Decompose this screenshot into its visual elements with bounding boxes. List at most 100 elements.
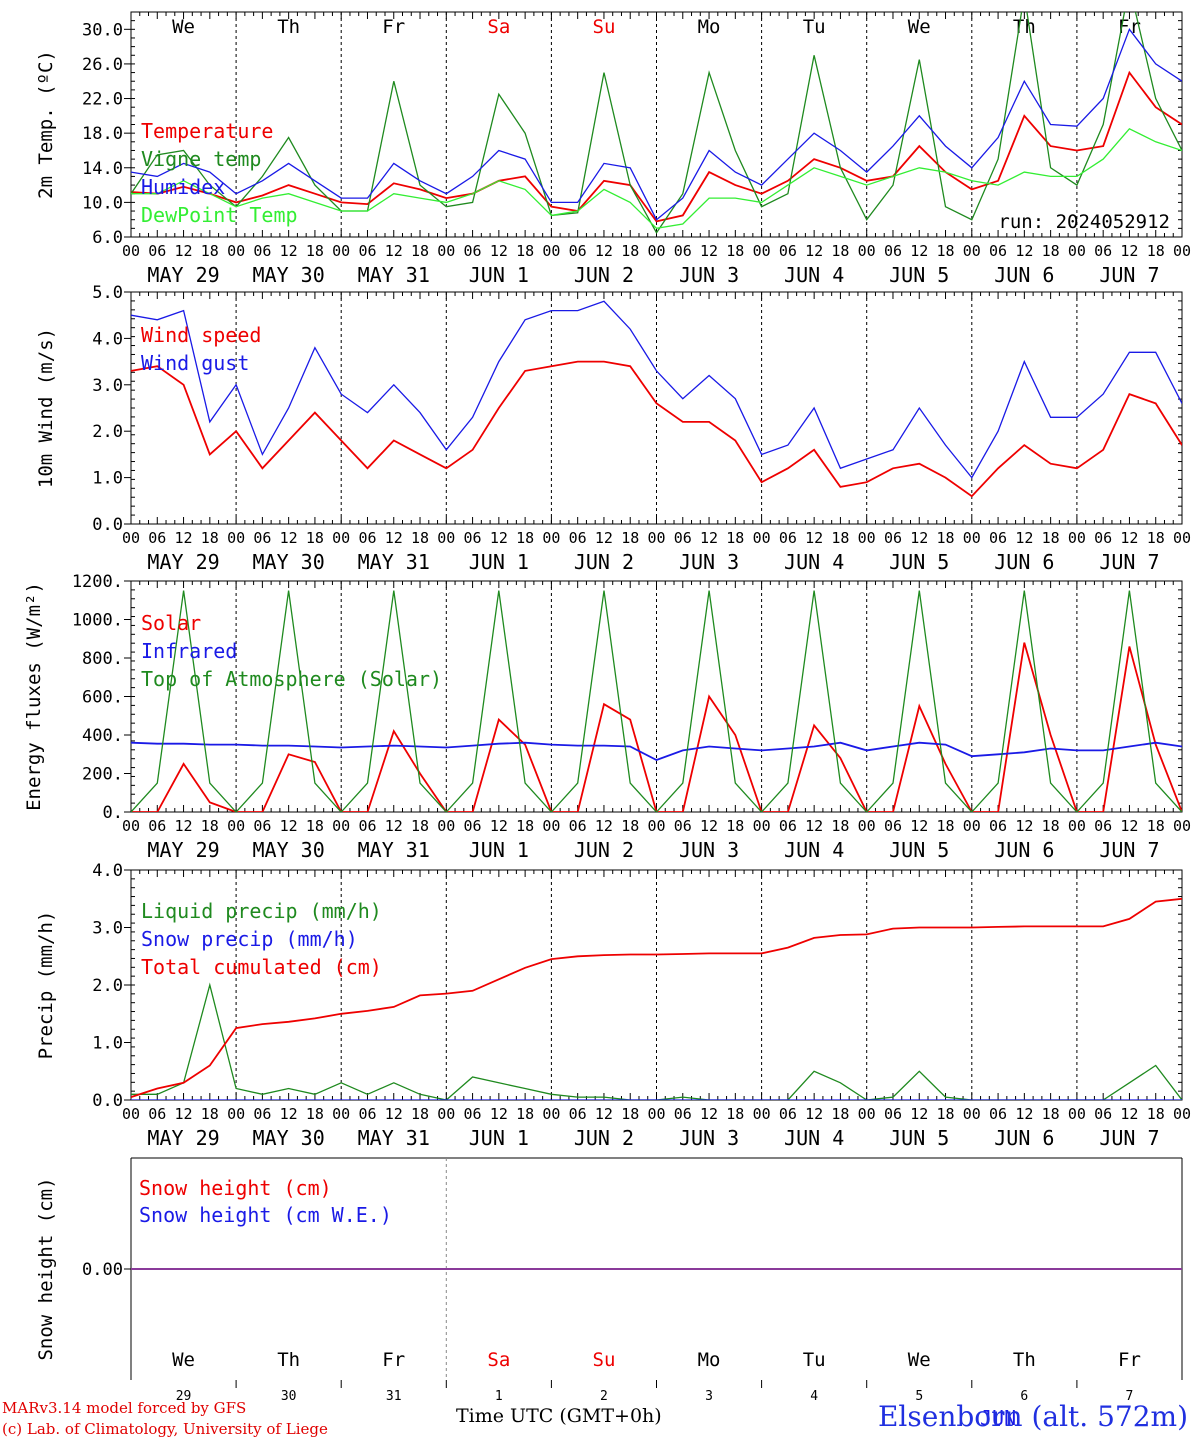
hour-tick-label: 00 bbox=[963, 529, 981, 547]
series-dewpoint-temp bbox=[131, 127, 1182, 229]
y-tick-label: 1.0 bbox=[92, 469, 123, 489]
hour-tick-label: 06 bbox=[464, 817, 482, 835]
y-tick-label: 1200. bbox=[72, 572, 123, 592]
hour-tick-label: 00 bbox=[122, 242, 140, 260]
weekday-label: Th bbox=[1013, 1349, 1036, 1371]
series-humidex bbox=[131, 27, 1182, 221]
y-tick-label: 1000. bbox=[72, 611, 123, 631]
hour-tick-label: 18 bbox=[1042, 529, 1060, 547]
weekday-label: Th bbox=[277, 1349, 300, 1371]
weekday-label: We bbox=[908, 16, 931, 38]
hour-tick-label: 12 bbox=[1015, 242, 1033, 260]
hour-tick-label: 06 bbox=[569, 817, 587, 835]
hour-tick-label: 18 bbox=[411, 242, 429, 260]
hour-tick-label: 12 bbox=[805, 529, 823, 547]
hour-tick-label: 12 bbox=[385, 1105, 403, 1123]
hour-tick-label: 18 bbox=[831, 242, 849, 260]
model-credit: MARv3.14 model forced by GFS bbox=[2, 1399, 247, 1417]
weekday-label: Fr bbox=[382, 16, 405, 38]
hour-tick-label: 06 bbox=[1094, 242, 1112, 260]
weekday-label: Su bbox=[593, 16, 616, 38]
legend-liquid-precip-mm-h-: Liquid precip (mm/h) bbox=[141, 899, 382, 923]
date-label: MAY 30 bbox=[253, 1126, 325, 1150]
date-label: JUN 1 bbox=[469, 1126, 529, 1150]
hour-tick-label: 00 bbox=[332, 242, 350, 260]
hour-tick-label: 06 bbox=[253, 242, 271, 260]
hour-tick-label: 00 bbox=[542, 1105, 560, 1123]
day-number-label: 5 bbox=[915, 1389, 923, 1404]
date-label: JUN 3 bbox=[679, 263, 739, 287]
hour-tick-label: 06 bbox=[358, 817, 376, 835]
date-label: JUN 3 bbox=[679, 550, 739, 574]
weekday-label: Tu bbox=[803, 16, 826, 38]
legend-top-of-atmosphere-solar-: Top of Atmosphere (Solar) bbox=[141, 667, 442, 691]
y-tick-label: 200. bbox=[82, 765, 123, 785]
y-tick-label: 0.0 bbox=[92, 515, 123, 535]
hour-tick-label: 06 bbox=[148, 242, 166, 260]
legend-snow-height-cm-: Snow height (cm) bbox=[139, 1176, 332, 1200]
hour-tick-label: 18 bbox=[831, 1105, 849, 1123]
hour-tick-label: 06 bbox=[1094, 1105, 1112, 1123]
hour-tick-label: 12 bbox=[595, 529, 613, 547]
date-label: JUN 2 bbox=[574, 1126, 634, 1150]
hour-tick-label: 18 bbox=[936, 529, 954, 547]
date-label: MAY 31 bbox=[358, 550, 430, 574]
hour-tick-label: 18 bbox=[201, 817, 219, 835]
date-label: JUN 5 bbox=[889, 550, 949, 574]
hour-tick-label: 06 bbox=[358, 1105, 376, 1123]
weekday-label: We bbox=[908, 1349, 931, 1371]
hour-tick-label: 06 bbox=[884, 1105, 902, 1123]
series-vigne-temp bbox=[131, 12, 1182, 234]
series-infrared bbox=[131, 741, 1182, 761]
weekday-label: Sa bbox=[487, 16, 510, 38]
hour-tick-label: 18 bbox=[201, 529, 219, 547]
hour-tick-label: 00 bbox=[963, 1105, 981, 1123]
hour-tick-label: 06 bbox=[253, 817, 271, 835]
hour-tick-label: 18 bbox=[201, 1105, 219, 1123]
hour-tick-label: 12 bbox=[385, 242, 403, 260]
lab-credit: (c) Lab. of Climatology, University of L… bbox=[2, 1420, 328, 1438]
hour-tick-label: 12 bbox=[490, 242, 508, 260]
hour-tick-label: 12 bbox=[175, 817, 193, 835]
overlap-label: JUN bbox=[980, 1406, 1016, 1430]
hour-tick-label: 00 bbox=[858, 1105, 876, 1123]
date-label: MAY 29 bbox=[147, 263, 219, 287]
y-tick-label: 0.0 bbox=[92, 1091, 123, 1111]
hour-tick-label: 06 bbox=[1094, 817, 1112, 835]
panel-4: 0.0 1.0 2.0 3.0 4.0 Precip (mm/h) 00 06 12 18 00 06… bbox=[35, 861, 1191, 1150]
legend-temperature: Temperature bbox=[141, 119, 273, 143]
series-solar bbox=[131, 642, 1182, 812]
date-label: JUN 5 bbox=[889, 838, 949, 862]
y-tick-label: 6.0 bbox=[92, 228, 123, 248]
panel-3: 0. 200. 400. 600. 800. 1000. 1200. Energy fluxe… bbox=[23, 572, 1191, 862]
hour-tick-label: 00 bbox=[1173, 242, 1191, 260]
hour-tick-label: 06 bbox=[358, 529, 376, 547]
legend-vigne-temp: Vigne temp bbox=[141, 147, 261, 171]
day-number-label: 31 bbox=[386, 1389, 402, 1404]
date-label: MAY 31 bbox=[358, 263, 430, 287]
hour-tick-label: 12 bbox=[595, 242, 613, 260]
hour-tick-label: 18 bbox=[306, 242, 324, 260]
hour-tick-label: 00 bbox=[227, 529, 245, 547]
hour-tick-label: 06 bbox=[464, 242, 482, 260]
hour-tick-label: 18 bbox=[1042, 1105, 1060, 1123]
hour-tick-label: 18 bbox=[726, 817, 744, 835]
panel-2: 0.0 1.0 2.0 3.0 4.0 5.0 10m Wind (m/s) 00 06 12 18… bbox=[35, 283, 1191, 574]
hour-tick-label: 06 bbox=[1094, 529, 1112, 547]
y-tick-label: 400. bbox=[82, 726, 123, 746]
hour-tick-label: 00 bbox=[1173, 529, 1191, 547]
hour-tick-label: 12 bbox=[805, 1105, 823, 1123]
day-number-label: 29 bbox=[176, 1389, 192, 1404]
legend-humidex: Humidex bbox=[141, 175, 225, 199]
weekday-label: Su bbox=[593, 1349, 616, 1371]
y-tick-label: 600. bbox=[82, 688, 123, 708]
hour-tick-label: 18 bbox=[726, 242, 744, 260]
date-label: JUN 4 bbox=[784, 838, 844, 862]
hour-tick-label: 06 bbox=[674, 529, 692, 547]
hour-tick-label: 00 bbox=[647, 817, 665, 835]
hour-tick-label: 12 bbox=[1120, 1105, 1138, 1123]
hour-tick-label: 06 bbox=[148, 529, 166, 547]
day-number-label: 3 bbox=[705, 1389, 713, 1404]
hour-tick-label: 18 bbox=[411, 529, 429, 547]
hour-tick-label: 06 bbox=[779, 529, 797, 547]
